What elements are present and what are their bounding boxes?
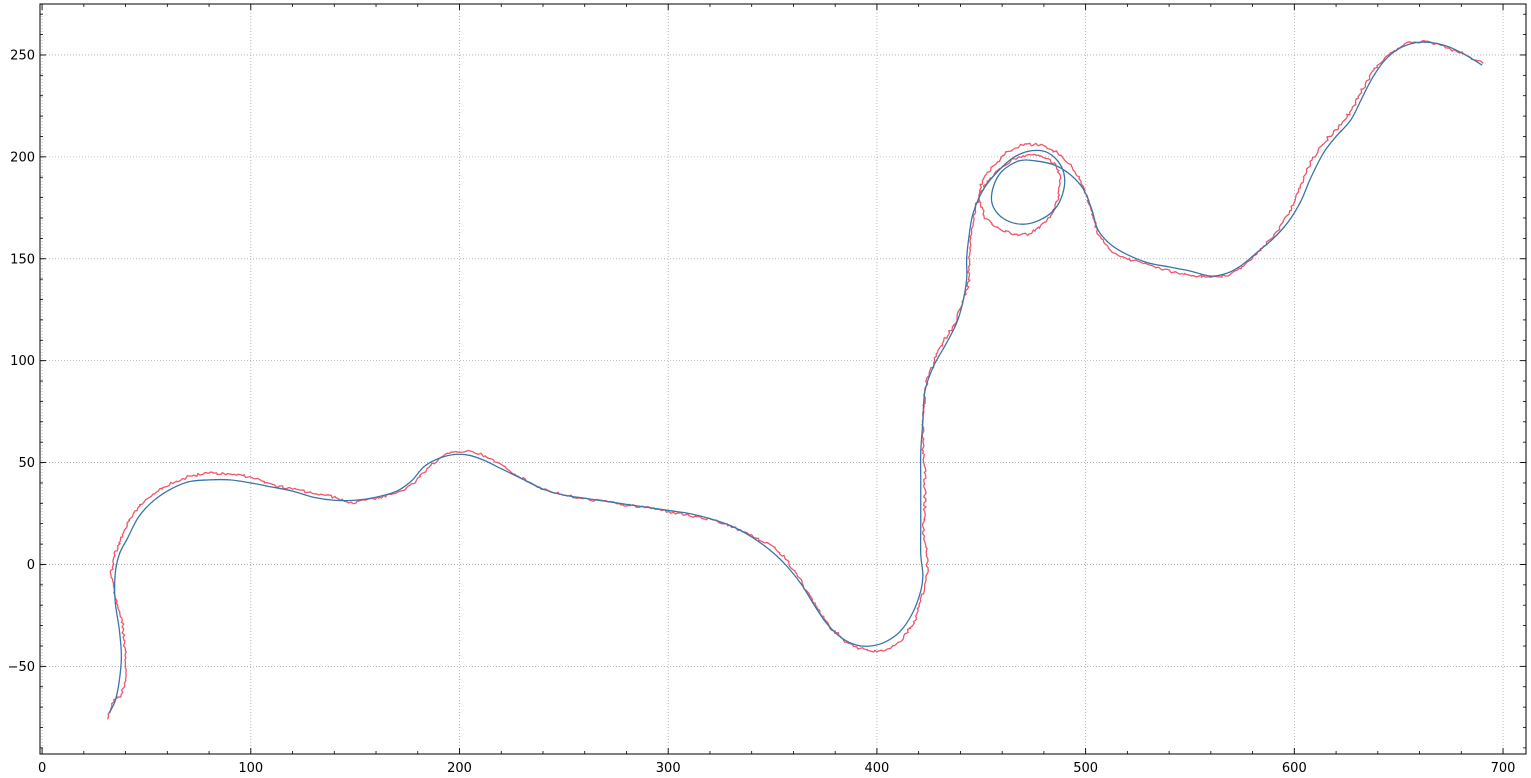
series-line-1 bbox=[106, 40, 1484, 720]
axes-layer: 0 100 200 300 400 500 600 700 −50 0 50 100 150 200 250 bbox=[8, 3, 1527, 776]
y-tick-label: 200 bbox=[10, 150, 35, 165]
series-line-2 bbox=[108, 41, 1483, 714]
x-tick-label: 500 bbox=[1073, 761, 1098, 776]
x-tick-label: 200 bbox=[447, 761, 472, 776]
x-tick-label: 700 bbox=[1491, 761, 1516, 776]
series-layer bbox=[106, 40, 1484, 720]
x-tick-label: 300 bbox=[656, 761, 681, 776]
y-tick-label: 150 bbox=[10, 252, 35, 267]
grid-layer bbox=[40, 4, 1526, 754]
axes-frame bbox=[39, 3, 1527, 755]
x-tick-label: 0 bbox=[38, 761, 46, 776]
x-tick-label: 400 bbox=[865, 761, 890, 776]
y-tick-label: −50 bbox=[8, 660, 35, 675]
y-tick-label: 250 bbox=[10, 48, 35, 63]
y-tick-label: 50 bbox=[18, 456, 35, 471]
y-tick-label: 100 bbox=[10, 354, 35, 369]
x-tick-label: 100 bbox=[238, 761, 263, 776]
x-tick-label: 600 bbox=[1282, 761, 1307, 776]
y-tick-label: 0 bbox=[27, 558, 35, 573]
